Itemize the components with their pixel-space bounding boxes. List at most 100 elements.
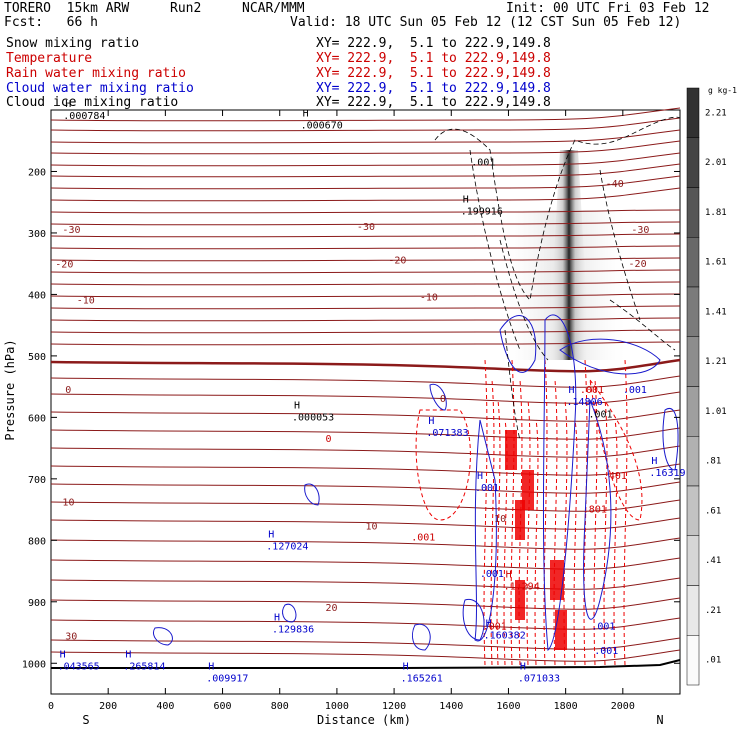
rain-contour	[613, 419, 618, 666]
isotherm-line	[50, 649, 681, 662]
max-marker-symbol: H	[274, 613, 280, 624]
isotherm-line	[50, 187, 681, 202]
max-marker-value: .129836	[272, 625, 314, 636]
rain-contour	[490, 379, 495, 666]
isotherm-line	[50, 577, 681, 590]
colorbar-tick-label: 1.21	[705, 357, 727, 367]
cloud-ice-contours	[434, 116, 681, 441]
isotherm-line	[50, 305, 681, 310]
contour-label: .001	[483, 621, 507, 632]
colorbar-tick-label: .61	[705, 506, 721, 516]
cloud-water-contour	[662, 407, 679, 471]
max-marker-value: .000670	[301, 120, 343, 131]
max-marker-value: .16319	[649, 468, 685, 479]
isotherm-line	[50, 409, 681, 422]
isotherm-line	[50, 281, 681, 286]
rain-water-contours	[415, 359, 643, 666]
colorbar: 2.21 2.01 1.81 1.61 1.41 1.21 1.01 .81 .61 .41 .21…	[686, 87, 727, 686]
colorbar-bin	[686, 535, 700, 586]
isotherm-line	[50, 140, 681, 155]
rain-contour	[534, 419, 539, 666]
x-tick-label: 2000	[611, 701, 635, 712]
isotherm-line	[50, 341, 681, 346]
max-marker-symbol: H	[208, 662, 214, 673]
field-cloudice-xy: XY= 222.9, 5.1 to 222.9,149.8	[316, 95, 551, 110]
colorbar-tick-label: 1.41	[705, 307, 727, 317]
x-end-label-south: S	[82, 713, 89, 727]
max-marker-value: .071033	[518, 674, 560, 685]
isotherm-line	[50, 163, 681, 178]
max-marker-value: .071383	[426, 428, 468, 439]
x-tick-label: 1400	[439, 701, 463, 712]
field-cloudwater-name: Cloud water mixing ratio	[6, 81, 194, 96]
contour-label: .001	[594, 646, 618, 657]
x-tick-label: 1200	[382, 701, 406, 712]
contour-label: .401	[603, 471, 627, 482]
isotherm-line	[50, 129, 681, 144]
rain-contour	[623, 359, 628, 666]
x-tick-label: 200	[99, 701, 117, 712]
colorbar-tick-label: 1.81	[705, 208, 727, 218]
contour-label: .001	[580, 385, 604, 396]
temperature-label: -10	[77, 296, 95, 307]
y-tick-label: 800	[28, 536, 46, 547]
colorbar-tick-label: .41	[705, 556, 721, 566]
max-marker-value: .000784	[63, 111, 105, 122]
cloud-water-contour	[304, 483, 320, 506]
field-temp-name: Temperature	[6, 51, 93, 66]
max-marker-symbol: H	[403, 662, 409, 673]
field-snow-xy: XY= 222.9, 5.1 to 222.9,149.8	[316, 36, 551, 51]
rain-max-core	[505, 430, 517, 470]
colorbar-bin	[686, 485, 700, 536]
x-tick-label: 0	[48, 701, 54, 712]
isotherm-line	[50, 269, 681, 274]
cloud-ice-contour	[434, 116, 681, 301]
rain-contour	[510, 359, 515, 666]
max-marker-value: .1.294	[504, 581, 540, 592]
colorbar-bin	[686, 635, 700, 686]
colorbar-tick-label: 1.01	[705, 407, 727, 417]
max-marker-value: .009917	[206, 674, 248, 685]
cloud-water-contour	[429, 383, 447, 411]
isotherm-line	[50, 427, 681, 440]
contour-label: .001	[589, 409, 613, 420]
max-marker-symbol: H	[477, 471, 483, 482]
field-snow-name: Snow mixing ratio	[6, 36, 140, 51]
max-marker-value: .14806	[566, 397, 602, 408]
isotherm-line	[50, 175, 681, 190]
isotherm-line	[50, 221, 681, 226]
max-marker-value: .000053	[292, 412, 334, 423]
isotherm-line	[50, 445, 681, 458]
temperature-label: -30	[62, 225, 80, 236]
temperature-label: 10	[366, 521, 378, 532]
colorbar-bin	[686, 87, 700, 138]
y-tick-label: 500	[28, 352, 46, 363]
cloud-water-contour	[474, 419, 497, 642]
x-tick-label: 1000	[325, 701, 349, 712]
model-title: TORERO 15km ARW	[4, 1, 130, 16]
contour-label: 0	[325, 434, 331, 445]
cloud-ice-contour	[469, 149, 521, 351]
colorbar-bin	[686, 336, 700, 387]
contour-label: .801	[583, 505, 607, 516]
colorbar-bin	[686, 237, 700, 288]
x-tick-label: 1800	[554, 701, 578, 712]
max-marker-symbol: H	[506, 569, 512, 580]
colorbar-tick-label: .21	[705, 606, 721, 616]
max-marker-value: .001	[475, 483, 499, 494]
y-tick-label: 900	[28, 598, 46, 609]
colorbar-tick-label: 2.21	[705, 108, 727, 118]
rain-max-core	[555, 610, 567, 650]
org-label: NCAR/MMM	[242, 1, 305, 16]
max-marker-symbol: H	[520, 662, 526, 673]
rain-max-core	[550, 560, 564, 600]
cloud-water-contour	[412, 623, 431, 651]
rain-contour	[563, 399, 568, 666]
colorbar-tick-label: 1.61	[705, 258, 727, 268]
colorbar-bin	[686, 585, 700, 636]
max-marker-symbol: H	[268, 530, 274, 541]
max-marker-value: .165261	[401, 674, 443, 685]
isotherm-line	[50, 358, 681, 373]
temperature-label: 0	[440, 394, 446, 405]
